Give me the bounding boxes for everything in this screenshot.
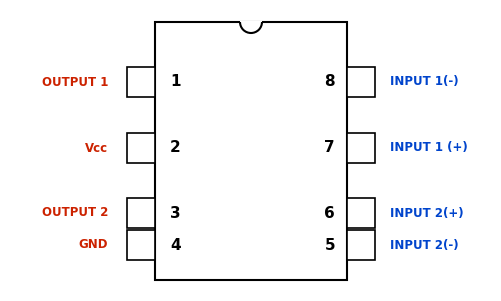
Text: INPUT 1 (+): INPUT 1 (+) xyxy=(390,141,468,154)
Text: 7: 7 xyxy=(324,141,335,156)
Bar xyxy=(127,133,155,163)
Bar xyxy=(127,67,155,97)
Bar xyxy=(127,230,155,260)
Bar xyxy=(347,230,375,260)
Text: 1: 1 xyxy=(170,75,180,89)
Text: OUTPUT 2: OUTPUT 2 xyxy=(42,206,108,219)
Text: GND: GND xyxy=(79,238,108,252)
Bar xyxy=(240,21,262,24)
Bar xyxy=(347,133,375,163)
Text: 2: 2 xyxy=(170,141,181,156)
Bar xyxy=(347,67,375,97)
Text: 6: 6 xyxy=(324,206,335,221)
Bar xyxy=(127,198,155,228)
Bar xyxy=(155,22,347,280)
Bar xyxy=(347,198,375,228)
Text: OUTPUT 1: OUTPUT 1 xyxy=(42,76,108,88)
Text: 3: 3 xyxy=(170,206,181,221)
Text: INPUT 2(-): INPUT 2(-) xyxy=(390,238,458,252)
Text: 5: 5 xyxy=(324,237,335,253)
Text: Vcc: Vcc xyxy=(85,141,108,154)
Text: INPUT 1(-): INPUT 1(-) xyxy=(390,76,458,88)
Text: 8: 8 xyxy=(324,75,335,89)
Text: INPUT 2(+): INPUT 2(+) xyxy=(390,206,463,219)
Text: 4: 4 xyxy=(170,237,181,253)
